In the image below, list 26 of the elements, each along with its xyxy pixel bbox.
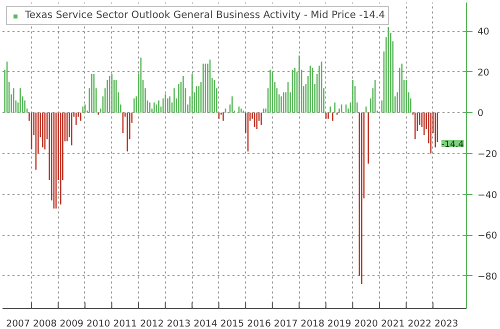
x-tick-label: 2016 xyxy=(247,318,271,329)
y-tick-label: −40 xyxy=(478,190,498,201)
x-tick-label: 2018 xyxy=(300,318,324,329)
x-tick-label: 2019 xyxy=(327,318,352,329)
y-tick-label: 20 xyxy=(478,67,490,78)
y-tick-label: −60 xyxy=(478,230,498,242)
y-tick-label: 0 xyxy=(478,108,484,120)
x-tick-label: 2011 xyxy=(113,318,138,329)
legend-label: Texas Service Sector Outlook General Business Activity - Mid Price -14.4 xyxy=(25,10,386,21)
x-tick-label: 2007 xyxy=(6,318,30,329)
x-tick-label: 2009 xyxy=(60,318,84,329)
annotation: -14.4 xyxy=(441,140,464,150)
x-tick-label: 2010 xyxy=(86,318,110,329)
x-tick-label: 2023 xyxy=(434,318,458,329)
y-tick-label: 40 xyxy=(478,26,490,38)
x-tick-label: 2015 xyxy=(220,318,244,329)
x-tick-label: 2021 xyxy=(380,318,405,329)
y-tick-label: −80 xyxy=(478,271,498,282)
x-tick-label: 2014 xyxy=(194,318,218,329)
x-tick-label: 2013 xyxy=(166,318,191,329)
x-tick-label: 2022 xyxy=(408,318,432,329)
y-tick-label: −20 xyxy=(478,148,498,160)
x-tick-label: 2017 xyxy=(274,318,298,329)
x-tick-label: 2020 xyxy=(354,318,378,329)
x-tick-label: 2008 xyxy=(32,318,57,329)
x-tick-label: 2012 xyxy=(140,318,164,329)
